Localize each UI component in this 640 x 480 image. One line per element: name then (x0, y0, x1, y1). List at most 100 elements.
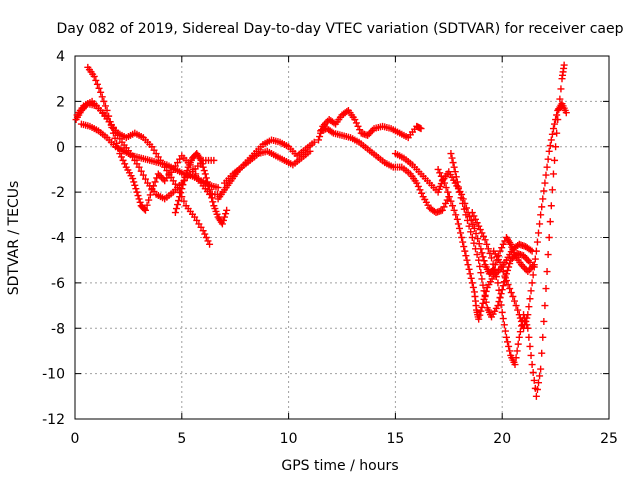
data-point (530, 376, 538, 384)
data-point (549, 170, 557, 178)
data-point (436, 169, 444, 177)
data-point (208, 194, 216, 202)
data-point (502, 333, 510, 341)
data-point (451, 168, 459, 176)
data-point (520, 324, 528, 332)
data-point (143, 201, 151, 209)
data-point (528, 361, 536, 369)
data-point (505, 263, 513, 271)
data-point (459, 199, 467, 207)
data-point (202, 234, 210, 241)
data-point (527, 264, 535, 272)
data-point (529, 271, 537, 279)
data-point (452, 173, 460, 181)
data-point (498, 308, 506, 316)
data-point (101, 102, 109, 110)
data-point (365, 130, 373, 138)
data-point (542, 171, 550, 179)
data-point (527, 351, 535, 359)
data-point (119, 156, 127, 164)
data-point (535, 229, 543, 237)
data-point (460, 243, 468, 251)
data-point (454, 220, 462, 228)
y-axis: -12 -10 -8 -6 -4 -2 0 2 4 (42, 49, 609, 428)
data-point (545, 234, 553, 241)
y-tick-label: -12 (42, 412, 65, 428)
data-point (526, 258, 534, 266)
data-point (441, 179, 449, 187)
data-point (199, 163, 207, 171)
data-point (131, 181, 139, 189)
data-point (525, 303, 533, 311)
data-point (495, 286, 503, 294)
data-point (526, 295, 534, 303)
data-point (499, 268, 507, 276)
data-point (413, 179, 421, 187)
data-point (460, 205, 468, 213)
data-point (497, 301, 505, 309)
data-point (199, 227, 207, 235)
data-point (476, 226, 484, 234)
data-point (207, 190, 215, 198)
data-point (453, 178, 461, 186)
data-point (154, 170, 162, 178)
data-point (134, 192, 142, 200)
data-point (544, 155, 552, 163)
data-point (551, 156, 559, 164)
data-point (523, 314, 531, 322)
data-point (205, 182, 212, 190)
data-point (521, 264, 529, 272)
data-point (178, 185, 186, 193)
data-point (548, 186, 556, 194)
data-point (174, 184, 182, 192)
data-point (463, 256, 471, 264)
data-point (197, 156, 205, 164)
data-point (512, 354, 520, 362)
data-point (455, 224, 463, 232)
data-point (514, 306, 522, 314)
series-track-d (77, 120, 222, 192)
data-point (442, 184, 450, 192)
data-point (179, 181, 187, 189)
data-point (475, 315, 483, 323)
data-point (218, 220, 226, 228)
x-tick-label: 5 (177, 431, 186, 447)
data-point (315, 136, 323, 144)
data-point (527, 246, 535, 254)
data-point (499, 315, 507, 323)
data-point (537, 211, 545, 219)
data-point (489, 260, 497, 268)
data-point (496, 258, 504, 266)
data-point (463, 216, 471, 224)
data-point (172, 205, 180, 213)
data-point (121, 160, 129, 168)
data-point (135, 163, 143, 171)
data-point (547, 202, 555, 210)
data-point (538, 349, 546, 357)
data-point (132, 185, 140, 193)
data-point (449, 202, 457, 210)
data-point (472, 215, 479, 223)
data-point (444, 188, 452, 196)
data-point (476, 262, 484, 270)
data-point (113, 139, 121, 147)
data-point (92, 76, 100, 84)
data-point (557, 85, 565, 93)
data-point (480, 232, 488, 240)
data-point (221, 213, 229, 221)
x-tick-label: 0 (71, 431, 80, 447)
data-point (364, 131, 372, 139)
data-point (531, 255, 539, 263)
data-point (464, 261, 472, 269)
data-point (556, 95, 564, 103)
data-point (447, 197, 455, 205)
data-point (109, 129, 117, 137)
data-point (514, 340, 522, 348)
data-point (159, 175, 167, 183)
data-point (468, 279, 476, 287)
data-point (465, 265, 473, 273)
data-point (481, 236, 489, 244)
data-point (530, 263, 538, 271)
data-point (130, 178, 138, 186)
data-point (466, 270, 474, 278)
